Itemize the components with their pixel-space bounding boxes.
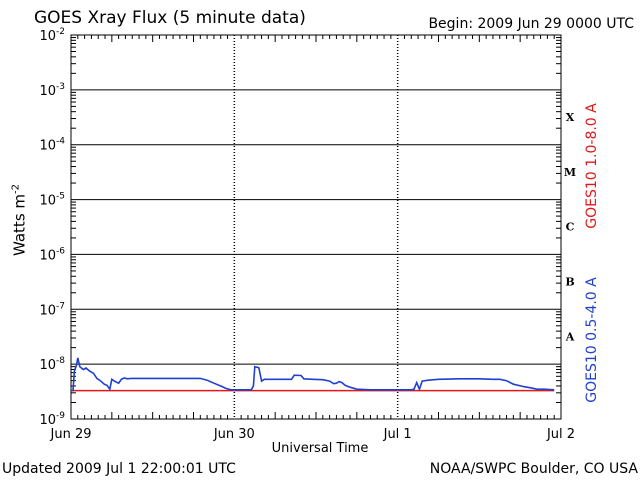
y-tick-label-3: 10-6 bbox=[39, 246, 65, 263]
y-tick-label-1: 10-8 bbox=[39, 356, 65, 373]
y-axis-label: Watts m-2 bbox=[9, 183, 29, 257]
begin-time-label: Begin: 2009 Jun 29 0000 UTC bbox=[428, 16, 634, 32]
flare-class-b: B bbox=[565, 276, 574, 289]
y-tick-label-2: 10-7 bbox=[39, 301, 65, 318]
legend-goes10-long: GOES10 1.0-8.0 A bbox=[584, 103, 600, 229]
y-tick-label-base: 10 bbox=[39, 358, 56, 373]
x-tick-label-0: Jun 29 bbox=[50, 427, 92, 442]
x-tick-label-3: Jul 2 bbox=[546, 427, 575, 442]
y-tick-label-base: 10 bbox=[39, 413, 56, 428]
flare-class-a: A bbox=[565, 330, 575, 343]
updated-timestamp: Updated 2009 Jul 1 22:00:01 UTC bbox=[2, 461, 236, 477]
x-tick-label-2: Jul 1 bbox=[383, 427, 412, 442]
chart-title: GOES Xray Flux (5 minute data) bbox=[34, 8, 306, 28]
y-axis-label-exponent: -2 bbox=[10, 183, 22, 194]
y-tick-label-base: 10 bbox=[39, 303, 56, 318]
y-tick-label-exponent: -4 bbox=[56, 137, 65, 147]
y-tick-label-base: 10 bbox=[39, 248, 56, 263]
plot-frame bbox=[70, 34, 562, 420]
series-line-1 bbox=[71, 357, 555, 392]
flare-class-m: M bbox=[564, 166, 576, 179]
y-tick-label-base: 10 bbox=[39, 84, 56, 99]
y-tick-label-base: 10 bbox=[39, 29, 56, 44]
y-tick-label-base: 10 bbox=[39, 139, 56, 154]
y-tick-label-exponent: -3 bbox=[56, 82, 65, 92]
y-tick-label-0: 10-9 bbox=[39, 411, 65, 428]
y-tick-label-exponent: -2 bbox=[56, 27, 65, 37]
y-tick-label-exponent: -8 bbox=[56, 356, 65, 366]
y-tick-label-base: 10 bbox=[39, 194, 56, 209]
y-tick-label-exponent: -9 bbox=[56, 411, 65, 421]
y-tick-label-5: 10-4 bbox=[39, 137, 65, 154]
credit-label: NOAA/SWPC Boulder, CO USA bbox=[429, 461, 638, 477]
y-tick-label-6: 10-3 bbox=[39, 82, 65, 99]
flare-class-c: C bbox=[566, 221, 575, 234]
y-tick-label-exponent: -7 bbox=[56, 301, 65, 311]
y-tick-label-4: 10-5 bbox=[39, 192, 65, 209]
flare-class-x: X bbox=[566, 111, 575, 124]
y-tick-label-exponent: -5 bbox=[56, 192, 65, 202]
legend-goes10-short: GOES10 0.5-4.0 A bbox=[584, 277, 600, 403]
y-tick-label-exponent: -6 bbox=[56, 246, 65, 256]
x-axis-label: Universal Time bbox=[271, 441, 369, 456]
y-axis-label-text: Watts m bbox=[10, 193, 29, 257]
x-tick-label-1: Jun 30 bbox=[213, 427, 255, 442]
y-tick-label-7: 10-2 bbox=[39, 27, 65, 44]
